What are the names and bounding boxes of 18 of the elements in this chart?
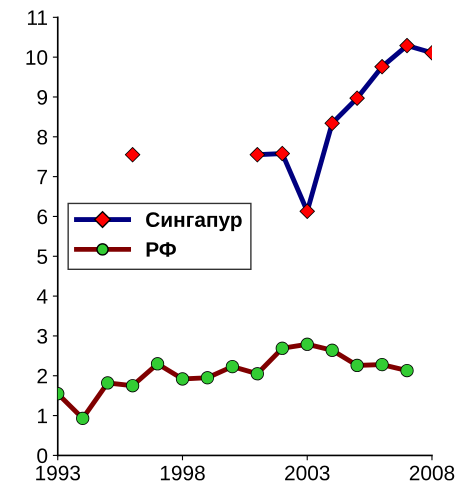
- y-tick-label: 4: [36, 289, 48, 304]
- x-tick-label: 1993: [36, 466, 80, 480]
- y-tick-label: 3: [37, 328, 48, 344]
- y-tick-label: 1: [38, 408, 48, 424]
- x-tick-label: 1998: [160, 466, 205, 480]
- x-tick-label: 2003: [285, 466, 330, 480]
- y-tick-label: 0: [37, 448, 48, 464]
- y-tick-label: 7: [38, 170, 47, 184]
- y-tick-label: 11: [28, 10, 48, 25]
- legend-label: РФ: [146, 242, 176, 257]
- y-tick-label: 6: [38, 209, 48, 224]
- y-tick-label: 5: [37, 249, 48, 264]
- y-tick-label: 9: [37, 90, 48, 105]
- y-tick-label: 10: [26, 50, 48, 65]
- y-tick-label: 2: [37, 368, 47, 384]
- y-tick-label: 8: [37, 130, 48, 145]
- legend-label: Сингапур: [146, 212, 242, 232]
- x-tick-label: 2008: [410, 466, 454, 480]
